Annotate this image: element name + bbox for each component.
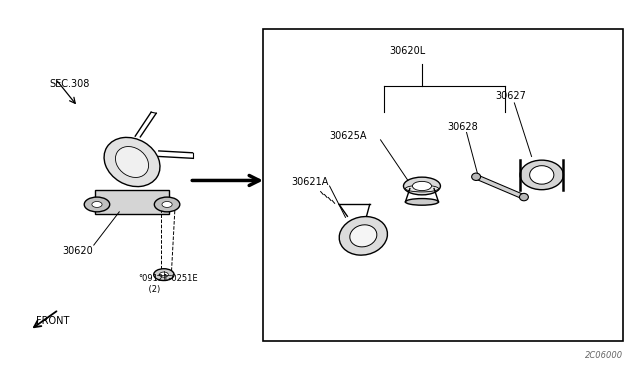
Circle shape xyxy=(159,272,168,277)
Ellipse shape xyxy=(520,193,529,201)
Text: FRONT: FRONT xyxy=(36,316,70,326)
Ellipse shape xyxy=(412,182,431,190)
Text: °09121-0251E
    (2): °09121-0251E (2) xyxy=(138,274,198,294)
Bar xyxy=(95,190,169,214)
Ellipse shape xyxy=(405,199,438,205)
Ellipse shape xyxy=(405,185,438,192)
Text: SEC.308: SEC.308 xyxy=(49,80,90,89)
Text: 30620: 30620 xyxy=(62,246,93,256)
Text: 30628: 30628 xyxy=(447,122,478,132)
Ellipse shape xyxy=(520,160,563,190)
Text: 30620L: 30620L xyxy=(389,46,425,56)
Ellipse shape xyxy=(115,147,148,177)
Ellipse shape xyxy=(472,173,481,180)
Circle shape xyxy=(84,197,109,212)
Text: 30625A: 30625A xyxy=(330,131,367,141)
Ellipse shape xyxy=(530,166,554,184)
Circle shape xyxy=(154,197,180,212)
Ellipse shape xyxy=(350,225,377,247)
Bar xyxy=(262,29,623,341)
Circle shape xyxy=(92,202,102,208)
Circle shape xyxy=(162,202,172,208)
Ellipse shape xyxy=(403,177,440,195)
Ellipse shape xyxy=(339,217,387,255)
Text: 30627: 30627 xyxy=(495,90,526,100)
Circle shape xyxy=(154,269,174,280)
Text: 2C06000: 2C06000 xyxy=(584,350,623,359)
Text: 30621A: 30621A xyxy=(291,177,329,187)
Ellipse shape xyxy=(104,137,160,187)
